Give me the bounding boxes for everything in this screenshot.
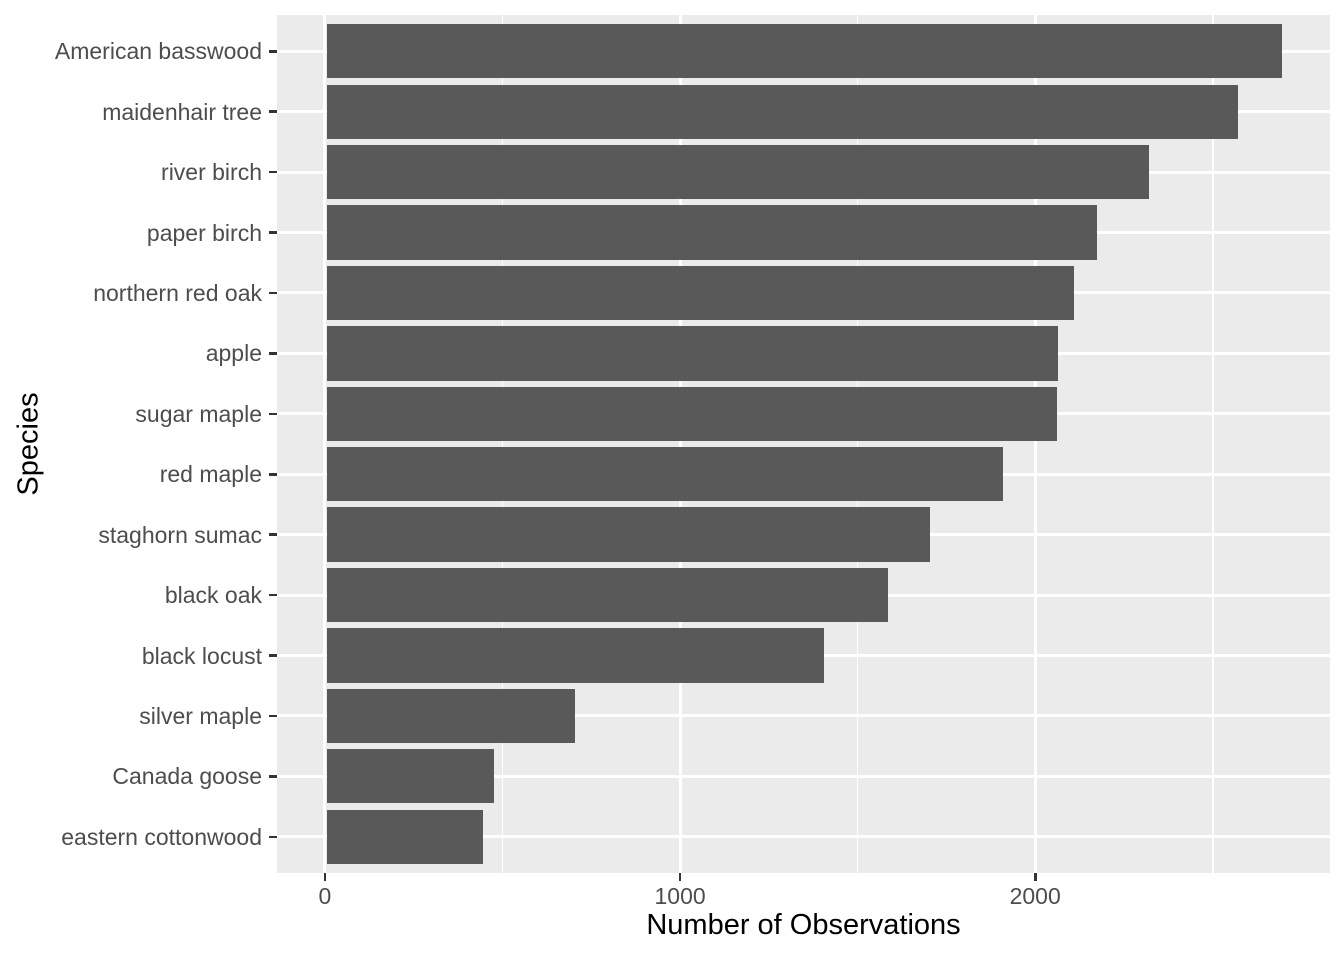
grid-major-vertical [323, 15, 327, 873]
y-tick-label-canada-goose: Canada goose [112, 763, 262, 790]
y-tick-mark [269, 593, 277, 597]
grid-minor-vertical [1212, 15, 1214, 873]
y-tick-mark [269, 291, 277, 295]
bar-staghorn-sumac [326, 507, 931, 562]
y-tick-mark [269, 50, 277, 53]
y-axis-title: Species [12, 392, 45, 496]
bar-silver-maple [326, 688, 576, 744]
y-tick-mark [269, 231, 277, 234]
y-tick-label-paper-birch: paper birch [146, 219, 262, 246]
bar-black-oak [326, 567, 888, 623]
x-tick-mark [678, 873, 682, 881]
y-tick-label-sugar-maple: sugar maple [135, 400, 262, 427]
y-tick-mark [269, 533, 277, 536]
grid-major-horizontal [277, 714, 1330, 718]
y-tick-mark [269, 352, 277, 355]
bar-paper-birch [326, 205, 1098, 260]
plot-panel [277, 15, 1330, 873]
grid-minor-vertical [856, 15, 859, 873]
bar-sugar-maple [326, 386, 1057, 441]
y-tick-label-river-birch: river birch [161, 159, 262, 186]
y-tick-label-black-locust: black locust [141, 642, 262, 669]
x-tick-label-2000: 2000 [1009, 883, 1061, 909]
y-tick-mark [269, 835, 277, 838]
y-tick-label-american-basswood: American basswood [54, 38, 262, 65]
bar-american-basswood [326, 24, 1282, 79]
y-tick-label-silver-maple: silver maple [139, 702, 262, 729]
y-tick-mark [269, 170, 277, 174]
bar-canada-goose [326, 749, 494, 804]
x-tick-label-0: 0 [318, 883, 332, 909]
grid-major-horizontal [277, 835, 1330, 839]
bar-northern-red-oak [326, 265, 1075, 321]
y-tick-label-apple: apple [205, 340, 262, 367]
y-tick-mark [269, 775, 277, 778]
y-tick-mark [269, 412, 277, 415]
y-tick-label-staghorn-sumac: staghorn sumac [98, 521, 262, 548]
x-tick-mark [323, 873, 327, 881]
bar-red-maple [326, 447, 1004, 502]
bar-apple [326, 326, 1059, 381]
bar-black-locust [326, 628, 824, 683]
grid-major-vertical [678, 15, 682, 873]
x-axis-title: Number of Observations [646, 909, 961, 941]
y-tick-label-eastern-cottonwood: eastern cottonwood [61, 823, 262, 850]
y-tick-mark [269, 110, 277, 113]
x-tick-label-1000: 1000 [654, 883, 706, 909]
y-tick-mark [269, 473, 277, 476]
bar-maidenhair-tree [326, 84, 1238, 139]
y-tick-mark [269, 654, 277, 657]
grid-major-vertical [1033, 15, 1037, 873]
y-tick-label-maidenhair-tree: maidenhair tree [102, 98, 262, 125]
x-tick-mark [1034, 873, 1037, 881]
y-tick-label-red-maple: red maple [159, 461, 262, 488]
bar-eastern-cottonwood [326, 809, 483, 864]
y-tick-label-northern-red-oak: northern red oak [93, 279, 262, 306]
y-tick-label-black-oak: black oak [164, 582, 262, 609]
grid-major-horizontal [277, 774, 1330, 778]
y-tick-mark [269, 714, 277, 718]
bar-river-birch [326, 144, 1149, 200]
grid-minor-vertical [501, 15, 504, 873]
